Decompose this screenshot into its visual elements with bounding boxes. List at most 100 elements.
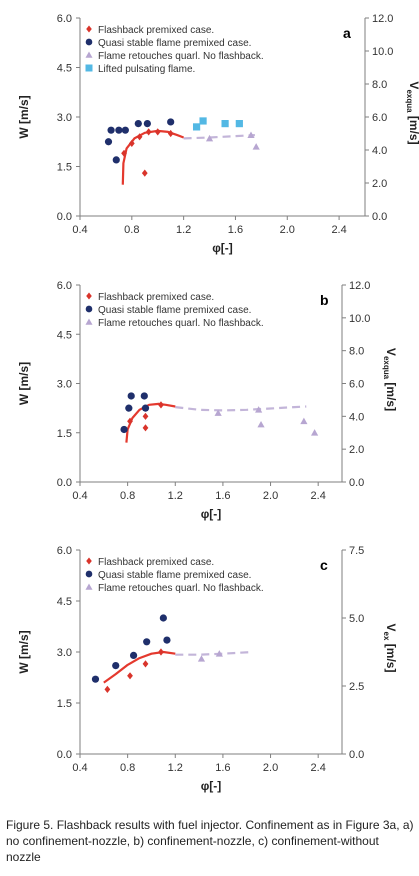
y-tick-label: 3.0 bbox=[57, 379, 72, 391]
y2-tick-label: 5.0 bbox=[349, 613, 364, 625]
legend-entry: Flashback premixed case. bbox=[98, 25, 214, 36]
legend-marker bbox=[85, 305, 93, 313]
y2-tick-label: 0.0 bbox=[349, 477, 364, 489]
y2-tick-label: 6.0 bbox=[372, 112, 387, 124]
data-point-triangle bbox=[257, 420, 265, 428]
data-point-circle bbox=[91, 675, 100, 683]
data-point-circle bbox=[125, 404, 133, 412]
data-point-diamond bbox=[142, 412, 149, 420]
data-point-circle bbox=[115, 126, 123, 134]
data-point-circle bbox=[112, 661, 120, 670]
x-tick-label: 1.2 bbox=[176, 224, 191, 236]
data-point-circle bbox=[129, 651, 138, 660]
data-point-triangle bbox=[214, 409, 222, 416]
y-tick-label: 0.0 bbox=[57, 477, 72, 489]
data-point-triangle bbox=[300, 417, 308, 425]
y2-axis-label-unit: [m/s] bbox=[407, 113, 419, 145]
fit-dashed-line bbox=[175, 650, 253, 656]
x-tick-label: 1.6 bbox=[215, 762, 230, 774]
chart-panel-a: 0.0 1.5 3.0 4.5 6.0 0.0 2.0 4.0 6.0 8.0 10.0 12.0 0.… bbox=[17, 13, 419, 255]
legend-entry: Flame retouches quarl. No flashback. bbox=[98, 318, 264, 329]
data-point-square bbox=[235, 120, 243, 128]
x-tick-label: 2.4 bbox=[311, 762, 326, 774]
y2-axis-label-unit: [m/s] bbox=[384, 640, 398, 672]
data-point-circle bbox=[112, 156, 120, 164]
panel-label: c bbox=[320, 557, 328, 573]
y2-tick-label: 12.0 bbox=[372, 13, 393, 25]
y-tick-label: 6.0 bbox=[57, 545, 72, 557]
data-point-triangle bbox=[252, 143, 260, 150]
y2-axis-label: Vex [m/s] bbox=[382, 624, 398, 673]
data-point-circle bbox=[163, 636, 171, 644]
data-point-triangle bbox=[215, 650, 223, 657]
legend-marker bbox=[85, 318, 93, 325]
legend-marker bbox=[85, 51, 93, 58]
y2-axis-label-subscript: exqua bbox=[405, 89, 414, 113]
legend-entry: Flashback premixed case. bbox=[98, 292, 214, 303]
legend-entry: Flame retouches quarl. No flashback. bbox=[98, 583, 264, 594]
legend-marker bbox=[85, 570, 93, 578]
legend-marker bbox=[85, 38, 93, 46]
x-tick-label: 0.8 bbox=[120, 762, 135, 774]
x-tick-label: 1.2 bbox=[168, 490, 183, 502]
y2-tick-label: 0.0 bbox=[372, 211, 387, 223]
data-point-triangle bbox=[255, 406, 263, 413]
data-point-diamond bbox=[128, 139, 135, 147]
y2-tick-label: 6.0 bbox=[349, 379, 364, 391]
y-tick-label: 6.0 bbox=[57, 13, 72, 25]
legend-entry: Lifted pulsating flame. bbox=[98, 64, 195, 75]
y2-tick-label: 2.5 bbox=[349, 681, 364, 693]
y2-axis-label-subscript: exqua bbox=[382, 356, 391, 380]
legend-entry: Flame retouches quarl. No flashback. bbox=[98, 51, 264, 62]
y-tick-label: 1.5 bbox=[57, 162, 72, 174]
y-tick-label: 3.0 bbox=[57, 112, 72, 124]
legend-entry: Quasi stable flame premixed case. bbox=[98, 305, 251, 316]
x-tick-label: 2.0 bbox=[263, 762, 278, 774]
data-point-square bbox=[192, 123, 201, 131]
chart-panel-c: 0.0 1.5 3.0 4.5 6.0 0.0 2.5 5.0 7.5 0.4 0.8 1.2 1.6 2… bbox=[17, 545, 398, 793]
x-axis-label: φ[-] bbox=[201, 779, 222, 793]
y-tick-label: 6.0 bbox=[57, 280, 72, 292]
data-point-circle bbox=[104, 138, 113, 146]
y-axis-label: W [m/s] bbox=[17, 630, 31, 673]
y2-axis-label: Vexqua [m/s] bbox=[382, 348, 398, 411]
y2-tick-label: 2.0 bbox=[349, 444, 364, 456]
data-point-diamond bbox=[158, 648, 164, 656]
y-tick-label: 4.5 bbox=[57, 63, 72, 75]
legend-marker bbox=[86, 557, 92, 565]
y2-axis-label-subscript: ex bbox=[382, 632, 391, 641]
data-point-diamond bbox=[127, 417, 133, 425]
legend-entry: Quasi stable flame premixed case. bbox=[98, 570, 251, 581]
panel-label: a bbox=[343, 25, 351, 41]
x-tick-label: 2.0 bbox=[263, 490, 278, 502]
data-point-diamond bbox=[145, 128, 152, 136]
data-point-circle bbox=[167, 118, 175, 126]
data-point-diamond bbox=[127, 672, 133, 680]
legend-entry: Flashback premixed case. bbox=[98, 557, 214, 568]
data-point-circle bbox=[159, 614, 167, 622]
y2-axis-label: Vexqua [m/s] bbox=[405, 81, 419, 144]
y2-axis-label-unit: [m/s] bbox=[384, 379, 398, 411]
y-tick-label: 4.5 bbox=[57, 596, 72, 608]
data-point-triangle bbox=[311, 429, 319, 436]
y2-axis-label-main: V bbox=[384, 624, 398, 632]
x-tick-label: 1.2 bbox=[168, 762, 183, 774]
legend-entry: Quasi stable flame premixed case. bbox=[98, 38, 251, 49]
data-point-diamond bbox=[121, 149, 127, 157]
figure-caption: Figure 5. Flashback results with fuel in… bbox=[6, 818, 414, 864]
data-point-diamond bbox=[136, 133, 143, 141]
y2-tick-label: 8.0 bbox=[349, 346, 364, 358]
data-point-diamond bbox=[158, 401, 164, 409]
legend-marker bbox=[85, 583, 93, 590]
x-tick-label: 1.6 bbox=[228, 224, 243, 236]
y2-tick-label: 4.0 bbox=[349, 411, 364, 423]
y2-tick-label: 7.5 bbox=[349, 545, 364, 557]
data-point-circle bbox=[140, 392, 148, 400]
data-point-diamond bbox=[142, 660, 149, 668]
y-tick-label: 1.5 bbox=[57, 698, 72, 710]
x-tick-label: 1.6 bbox=[215, 490, 230, 502]
fit-dashed-line bbox=[183, 134, 255, 140]
x-tick-label: 0.8 bbox=[120, 490, 135, 502]
y-tick-label: 4.5 bbox=[57, 329, 72, 341]
x-tick-label: 0.8 bbox=[124, 224, 139, 236]
